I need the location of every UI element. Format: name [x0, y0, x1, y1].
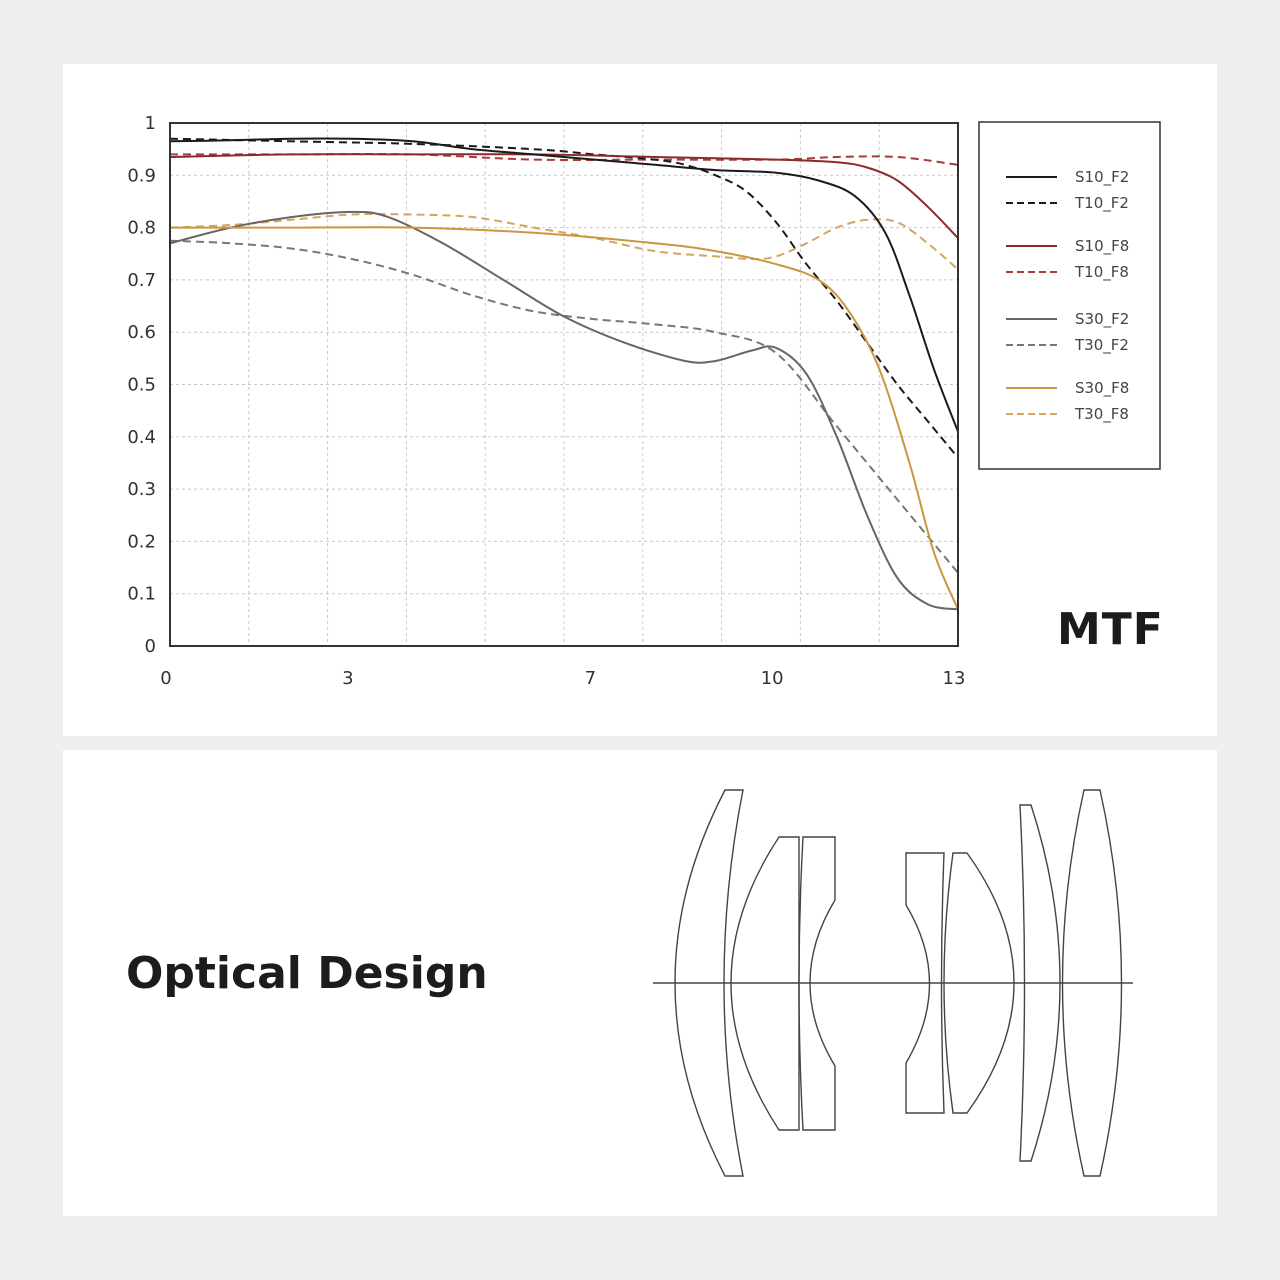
legend-label: S10_F2 [1075, 168, 1129, 187]
y-tick-label: 0.5 [127, 375, 156, 396]
legend-label: S10_F8 [1075, 237, 1129, 256]
y-tick-label: 0.1 [127, 584, 156, 605]
y-tick-label: 0.7 [127, 270, 156, 291]
y-tick-label: 0 [145, 636, 156, 657]
mtf-title: MTF [1057, 604, 1164, 655]
lens-element-1 [674, 789, 744, 1177]
mtf-chart: 00.10.20.30.40.50.60.70.80.910 3 7 10 13 S10… [127, 113, 1161, 689]
x-tick-label: 7 [585, 668, 596, 689]
lens-element-2 [730, 836, 800, 1131]
legend-label: T30_F2 [1074, 336, 1129, 355]
y-tick-label: 1 [145, 113, 156, 134]
grid [170, 123, 958, 646]
lens-element-5 [943, 852, 1015, 1114]
legend-label: S30_F8 [1075, 379, 1129, 398]
optical-design-title: Optical Design [126, 948, 488, 999]
lens-element-3 [798, 836, 836, 1131]
y-tick-label: 0.3 [127, 479, 156, 500]
lens-element-6 [1019, 804, 1061, 1162]
x-tick-label: 10 [761, 668, 784, 689]
y-tick-label: 0.2 [127, 531, 156, 552]
x-tick-label: 0 [160, 668, 171, 689]
tick-labels: 00.10.20.30.40.50.60.70.80.910 3 7 10 13 [127, 113, 965, 689]
series-line-s10-f2 [169, 137, 959, 432]
legend-label: T10_F8 [1074, 263, 1129, 282]
legend-label: T10_F2 [1074, 194, 1129, 213]
lens-element-4 [905, 852, 945, 1114]
optical-design-panel: Optical Design [63, 750, 1217, 1216]
series-line-t10-f2 [169, 137, 959, 459]
lens-element-7 [1061, 789, 1123, 1177]
legend-label: S30_F2 [1075, 310, 1129, 329]
series-line-s30-f8 [169, 226, 959, 610]
legend-box [978, 121, 1161, 470]
y-tick-label: 0.9 [127, 165, 156, 186]
y-tick-label: 0.6 [127, 322, 156, 343]
legend-label: T30_F8 [1074, 405, 1129, 424]
series-line-s10-f8 [169, 153, 959, 239]
x-tick-label: 3 [342, 668, 353, 689]
series-lines [169, 137, 959, 611]
series-line-s30-f2 [169, 210, 959, 611]
y-tick-label: 0.4 [127, 427, 156, 448]
series-line-t30-f2 [169, 239, 959, 574]
x-tick-label: 13 [943, 668, 966, 689]
series-line-t30-f8 [169, 213, 959, 271]
y-tick-label: 0.8 [127, 218, 156, 239]
mtf-panel: 0 0.1 0.2 0.3 0.4 0.5 0.6 0.7 0.8 0.9 1 0 3 7 10 13 S10… [63, 64, 1217, 736]
legend: S10_F2 T10_F2 S10_F8 T10_F8 S30_F2 T30_F2 S30_… [978, 121, 1161, 470]
plot-frame [169, 122, 959, 647]
lens-diagram [653, 789, 1133, 1177]
